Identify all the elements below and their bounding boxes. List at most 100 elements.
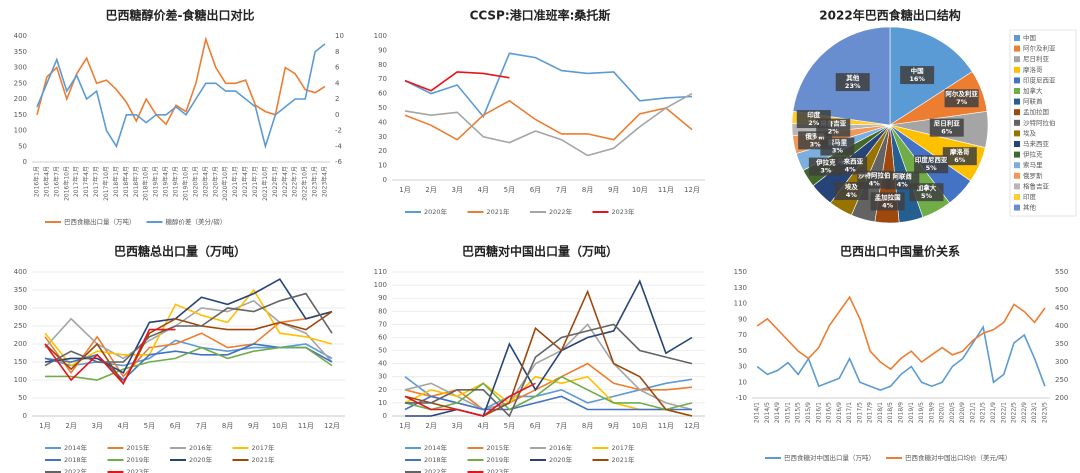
- y-tick-label: 50: [18, 394, 27, 402]
- x-tick-label: 2016年7月: [52, 166, 60, 197]
- y-tick-label: 30: [738, 363, 747, 371]
- x-tick-label: 2021年1月: [231, 166, 239, 197]
- x-tick-label: 2021年4月: [241, 166, 249, 197]
- y-tick-label: 40: [378, 118, 387, 126]
- series-line: [405, 279, 693, 417]
- legend-label: 2017年: [612, 443, 636, 452]
- y-tick-label: 350: [14, 48, 27, 56]
- x-tick-label: 2020年10月: [221, 166, 229, 201]
- data-label-value: 4%: [845, 166, 857, 174]
- y-tick-label: 100: [374, 281, 387, 289]
- legend-box: [1009, 29, 1077, 217]
- y-tick-label: 70: [738, 331, 747, 339]
- y-tick-label: 50: [18, 142, 27, 150]
- x-tick-label: 2018/1: [877, 402, 884, 423]
- x-tick-label: 2021年10月: [261, 166, 269, 201]
- x-tick-label: 8月: [582, 186, 593, 194]
- series-line: [404, 362, 693, 411]
- x-tick-label: 2022年7月: [291, 166, 299, 197]
- x-tick-label: 2015/9: [805, 402, 812, 423]
- legend-swatch: [1014, 98, 1020, 105]
- x-tick-label: 2023年4月: [321, 166, 329, 197]
- y-tick-label: 300: [14, 304, 27, 312]
- x-tick-label: 2016年10月: [62, 166, 70, 201]
- legend-label: 其他: [1023, 203, 1037, 212]
- x-tick-label: 2月: [65, 422, 76, 430]
- x-tick-label: 5月: [504, 422, 515, 430]
- series-line: [404, 395, 692, 411]
- y-tick-label: 20: [378, 147, 387, 155]
- x-tick-label: 10月: [272, 422, 288, 430]
- y-tick-label: 60: [378, 333, 387, 341]
- legend-label: 索马里: [1023, 160, 1043, 169]
- series-line: [44, 288, 333, 367]
- x-tick-label: 2019年7月: [172, 166, 180, 197]
- y2-tick-label: -6: [335, 158, 343, 166]
- data-label-value: 4%: [846, 191, 858, 199]
- data-label-name: 阿联酋: [893, 171, 913, 180]
- data-label-value: 5%: [921, 192, 933, 200]
- legend-swatch: [1014, 204, 1020, 211]
- y2-tick-label: -4: [335, 142, 343, 150]
- y-tick-label: 70: [378, 320, 387, 328]
- x-tick-label: 2022年1月: [271, 166, 279, 197]
- legend-label: 2021年: [252, 455, 276, 464]
- legend-swatch: [1014, 141, 1020, 147]
- legend-swatch: [1014, 151, 1020, 158]
- x-tick-label: 7月: [196, 422, 207, 430]
- legend-label: 孟加拉国: [1023, 107, 1049, 116]
- legend-label: 2015年: [487, 443, 511, 452]
- x-tick-label: 2016/1: [815, 402, 822, 423]
- legend-label: 2017年: [252, 443, 276, 452]
- data-label-box: [870, 192, 905, 211]
- x-tick-label: 2021/9: [990, 402, 997, 423]
- x-tick-label: 2022/9: [1021, 402, 1028, 423]
- x-tick-label: 5月: [504, 186, 515, 194]
- y2-tick-label: 6: [335, 64, 340, 72]
- y-tick-label: 150: [14, 111, 27, 119]
- x-tick-label: 2022/5: [1011, 402, 1018, 423]
- legend-label: 阿联酋: [1023, 97, 1043, 106]
- data-label-value: 3%: [820, 167, 832, 175]
- y-tick-label: 130: [734, 284, 747, 292]
- series-line: [44, 292, 333, 367]
- x-tick-label: 2019年1月: [152, 166, 160, 197]
- legend-label: 俄罗斯: [1023, 171, 1043, 180]
- data-label-name: 索马里: [828, 138, 848, 147]
- x-tick-label: 2023/1: [1031, 402, 1038, 423]
- series-line: [36, 36, 326, 126]
- data-label-box: [944, 89, 979, 108]
- legend-label: 2019年: [487, 455, 511, 464]
- x-tick-label: 2014/5: [764, 402, 771, 423]
- x-tick-label: 2014/9: [774, 402, 781, 423]
- chart-title: 巴西糖对中国出口量（万吨）: [462, 244, 618, 259]
- series-line: [405, 323, 693, 418]
- x-tick-label: 2017/9: [867, 402, 874, 423]
- data-label-name: 加拿大: [916, 183, 937, 192]
- y-tick-label: 90: [738, 315, 747, 323]
- y-tick-label: 90: [378, 46, 387, 54]
- data-label-name: 孟加拉国: [875, 192, 902, 201]
- x-tick-label: 2018年7月: [132, 166, 140, 197]
- legend-label: 中国: [1023, 33, 1036, 42]
- legend-label: 2020年: [189, 455, 213, 464]
- data-label-value: 23%: [845, 82, 861, 90]
- data-label-value: 6%: [941, 128, 953, 136]
- y2-tick-label: 550: [1055, 268, 1068, 276]
- data-label-box: [808, 157, 843, 176]
- legend-swatch: [1014, 35, 1020, 41]
- x-tick-label: 2020年7月: [211, 166, 219, 197]
- y-tick-label: 150: [734, 268, 747, 276]
- x-tick-label: 2018/5: [887, 402, 894, 423]
- legend-label: 2023年: [127, 467, 151, 473]
- series-line: [404, 289, 693, 417]
- x-tick-label: 2017年7月: [92, 166, 100, 197]
- series-line: [756, 295, 1046, 371]
- x-tick-label: 2017年1月: [72, 166, 80, 197]
- data-label-value: 2%: [828, 128, 840, 136]
- legend-label: 格鲁吉亚: [1023, 181, 1050, 190]
- x-tick-label: 2017/5: [856, 402, 863, 423]
- y2-tick-label: 2: [335, 95, 339, 103]
- x-tick-label: 4月: [478, 422, 489, 430]
